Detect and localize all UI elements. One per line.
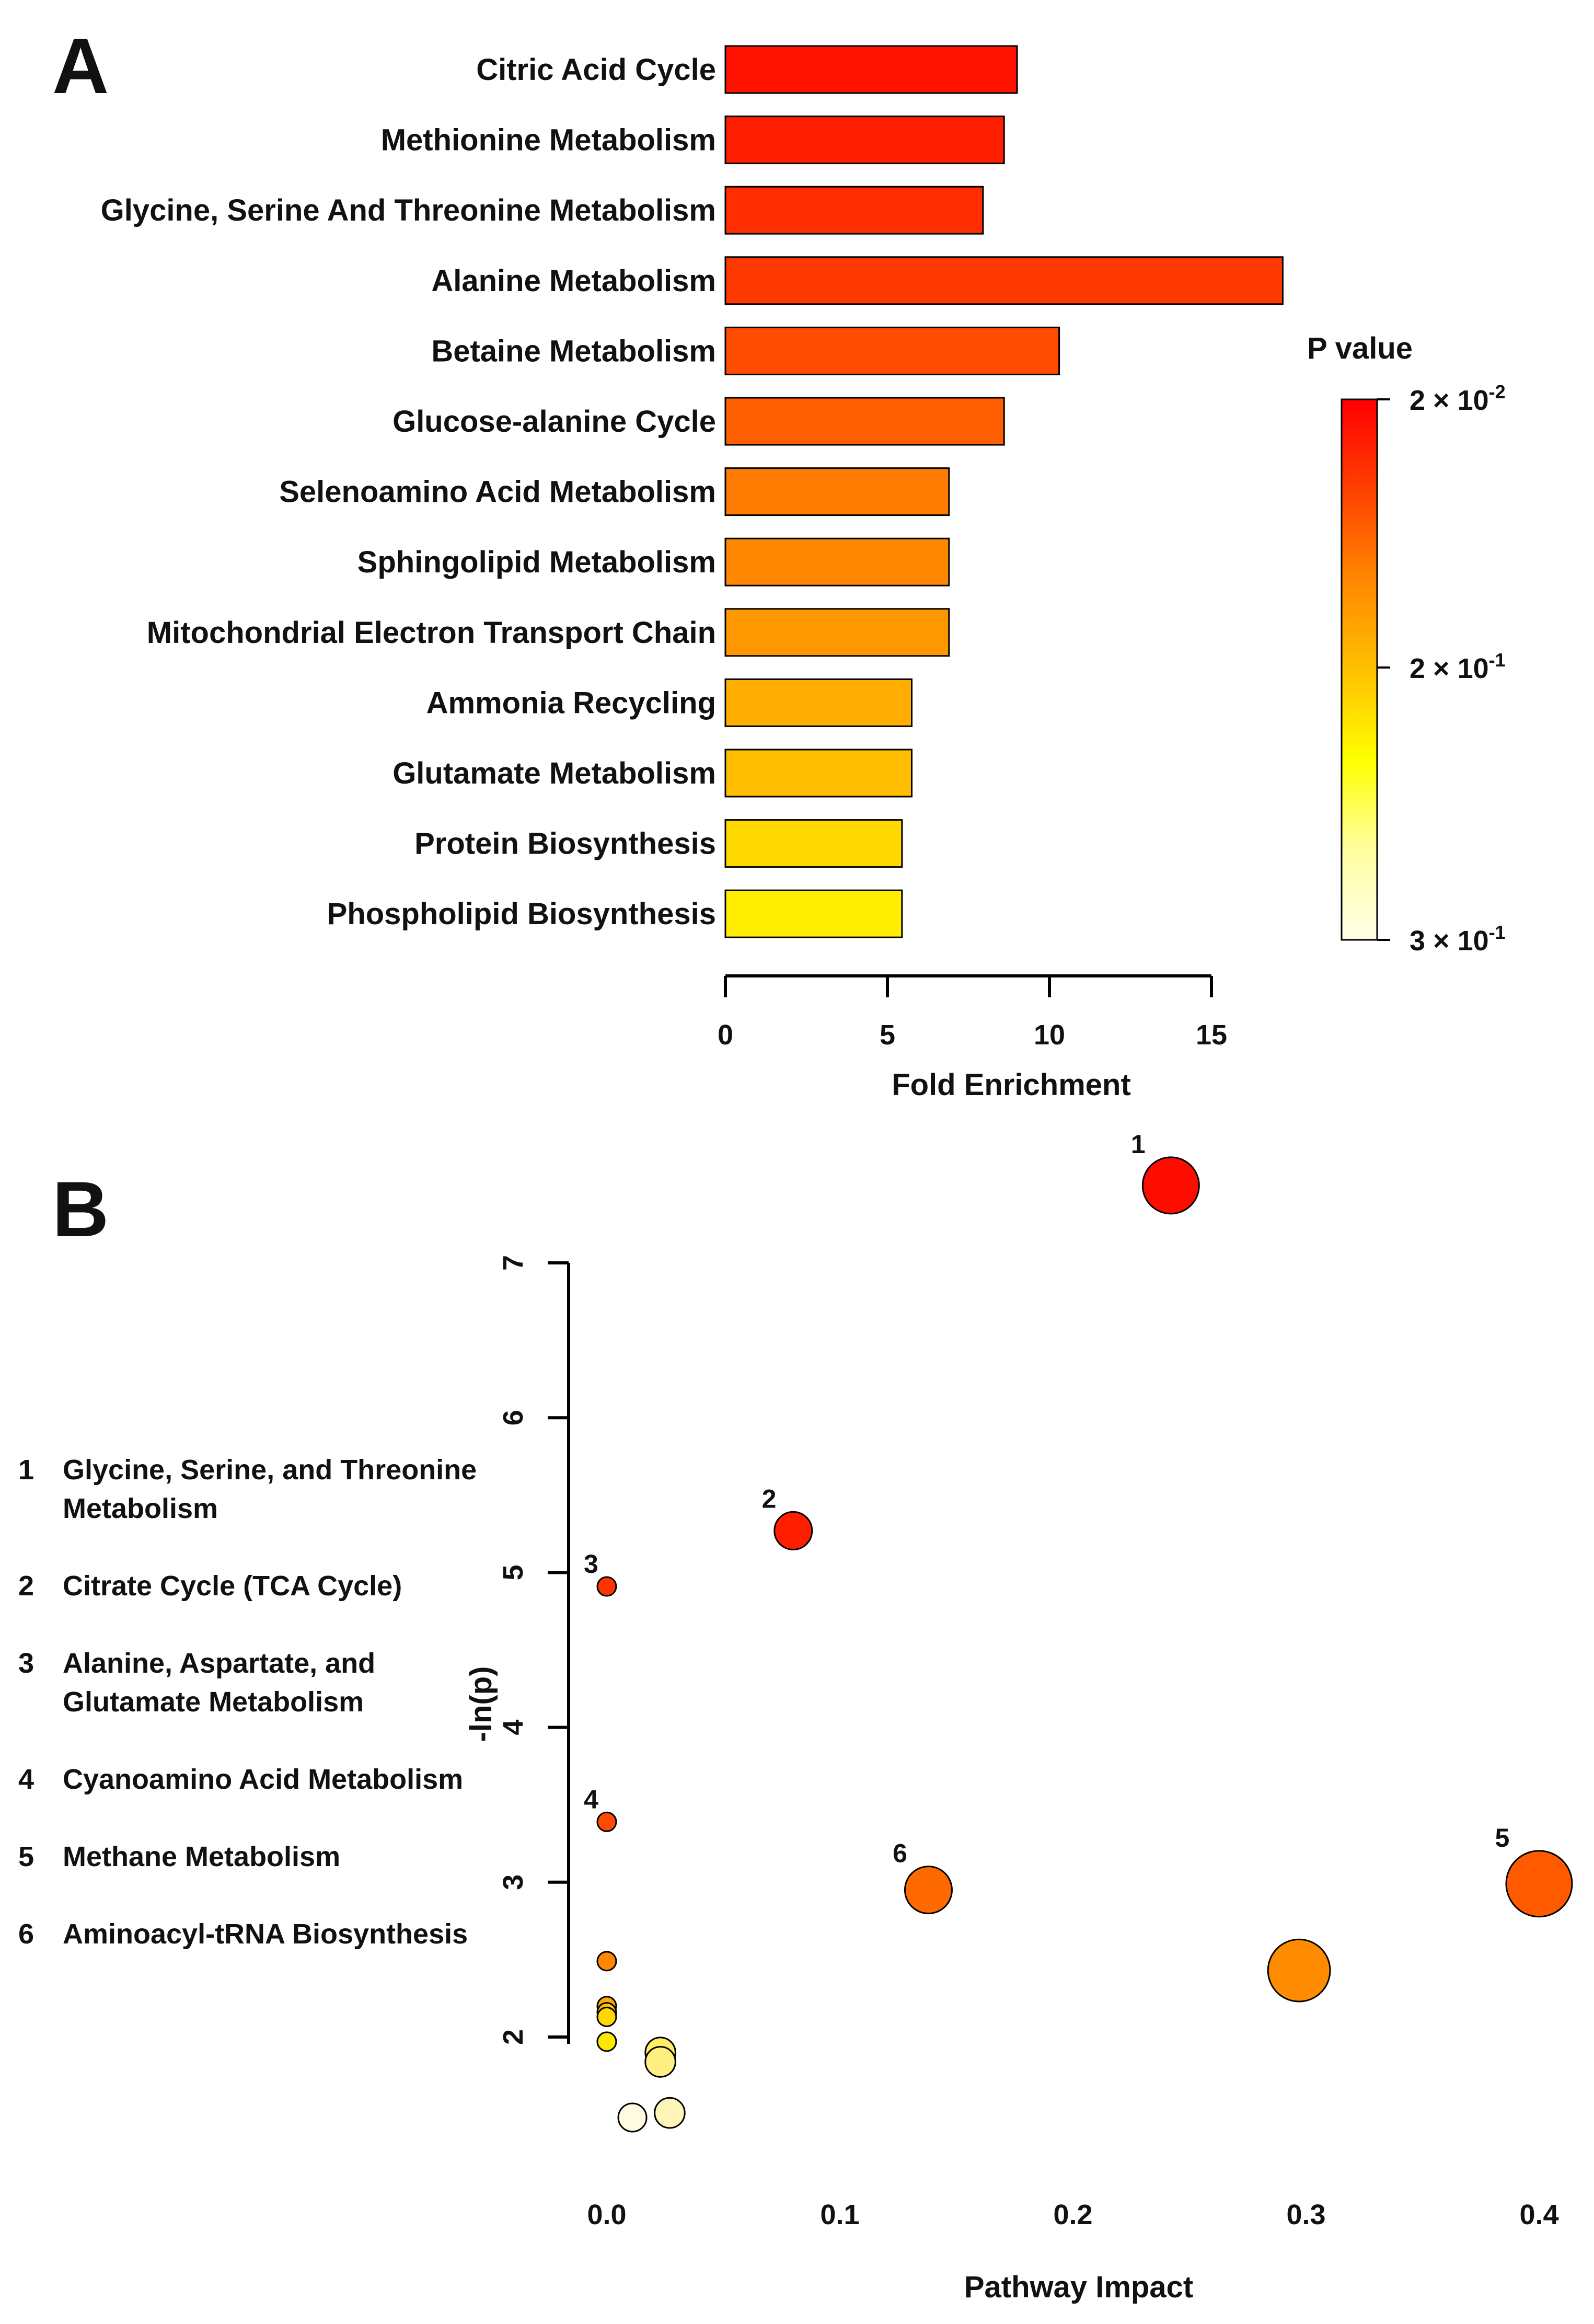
x-tick-label: 0.4: [1519, 2199, 1558, 2230]
point-number-label: 1: [1131, 1130, 1146, 1159]
pathway-point: [654, 2097, 686, 2129]
pathway-legend: 1 Glycine, Serine, and Threonine Metabolis…: [18, 1454, 477, 1950]
colorbar-tick-label: 2 × 10-2: [1410, 381, 1506, 416]
x-tick-label: 15: [1196, 1019, 1227, 1051]
bar: [724, 467, 950, 516]
x-axis-label: Pathway Impact: [964, 2270, 1193, 2304]
category-label: Glucose-alanine Cycle: [392, 405, 716, 439]
category-labels: Citric Acid Cycle Methionine Metabolism Gl…: [101, 53, 716, 931]
pathway-point: [596, 1951, 617, 1972]
bar-series: [724, 45, 1284, 938]
legend-pathway-name: Metabolism: [63, 1493, 218, 1524]
bar: [724, 678, 912, 727]
pathway-point: [644, 2046, 676, 2078]
panel-a-letter: A: [52, 22, 109, 110]
category-label: Glycine, Serine And Threonine Metabolism: [101, 193, 716, 227]
x-axis-label: Fold Enrichment: [892, 1068, 1131, 1102]
legend-pathway-name: Glutamate Metabolism: [63, 1686, 364, 1718]
y-tick-label: 2: [498, 2029, 529, 2045]
legend-pathway-name: Glycine, Serine, and Threonine: [63, 1454, 477, 1486]
category-label: Selenoamino Acid Metabolism: [279, 475, 716, 509]
p-value-colorbar: P value 2 × 10-2 2 × 10-1 3 × 10-1: [1307, 331, 1506, 957]
bar: [724, 819, 903, 868]
point-number-label: 4: [584, 1785, 598, 1814]
bar: [724, 186, 984, 235]
legend-number: 6: [18, 1918, 34, 1950]
bar: [724, 116, 1005, 165]
pathway-point: [904, 1866, 953, 1915]
x-tick-label: 10: [1034, 1019, 1065, 1051]
category-label: Alanine Metabolism: [431, 264, 716, 298]
legend-number: 3: [18, 1648, 34, 1679]
bar: [724, 45, 1018, 94]
category-label: Mitochondrial Electron Transport Chain: [147, 616, 716, 650]
legend-number: 4: [18, 1764, 34, 1795]
bar: [724, 749, 912, 798]
category-label: Glutamate Metabolism: [392, 756, 716, 790]
pathway-point: [1267, 1938, 1331, 2003]
colorbar-title: P value: [1307, 331, 1413, 365]
bar: [724, 256, 1284, 305]
y-tick-label: 6: [498, 1410, 529, 1425]
legend-number: 5: [18, 1841, 34, 1872]
y-tick-label: 4: [498, 1720, 529, 1735]
x-axis-ticks: 0 5 10 15: [718, 976, 1227, 1051]
category-label: Sphingolipid Metabolism: [357, 545, 716, 579]
pathway-point: [596, 1811, 617, 1832]
x-tick-label: 0.3: [1286, 2199, 1325, 2230]
bar: [724, 537, 950, 586]
colorbar-tick-label: 3 × 10-1: [1410, 922, 1506, 957]
bar: [724, 326, 1060, 375]
category-label: Ammonia Recycling: [426, 686, 716, 720]
point-number-label: 3: [584, 1549, 598, 1579]
category-label: Methionine Metabolism: [381, 123, 716, 157]
y-tick-label: 7: [498, 1255, 529, 1271]
legend-pathway-name: Cyanoamino Acid Metabolism: [63, 1764, 463, 1795]
colorbar-tick-label: 2 × 10-1: [1410, 649, 1506, 684]
category-label: Phospholipid Biosynthesis: [327, 897, 716, 931]
point-number-label: 6: [893, 1839, 907, 1868]
x-tick-label: 0.0: [587, 2199, 626, 2230]
category-label: Citric Acid Cycle: [476, 53, 716, 87]
scatter-points: 1 2 3 4 5 6: [584, 1130, 1573, 2133]
point-number-label: 2: [762, 1484, 777, 1513]
y-tick-label: 3: [498, 1874, 529, 1890]
panel-b-scatter-plot: 2 3 4 5 6 7 -ln(p) 0.0 0.1 0.2 0.3 0.4 Pathway Im…: [18, 1130, 1573, 2304]
bar: [724, 889, 903, 938]
y-axis-ticks: 2 3 4 5 6 7: [498, 1255, 569, 2045]
y-tick-label: 5: [498, 1564, 529, 1580]
bar: [724, 608, 950, 657]
pathway-point: [596, 1576, 617, 1597]
pathway-point: [1505, 1850, 1573, 1918]
panel-a-bar-chart: Citric Acid Cycle Methionine Metabolism Gl…: [101, 45, 1506, 1102]
legend-pathway-name: Citrate Cycle (TCA Cycle): [63, 1570, 402, 1602]
x-tick-label: 0.1: [820, 2199, 859, 2230]
pathway-point: [596, 2006, 617, 2027]
pathway-point: [596, 2031, 617, 2052]
pathway-point: [617, 2102, 648, 2133]
legend-number: 2: [18, 1570, 34, 1602]
panel-b-letter: B: [52, 1165, 109, 1253]
colorbar-tick-labels: 2 × 10-2 2 × 10-1 3 × 10-1: [1377, 381, 1506, 957]
bar: [724, 397, 1005, 446]
point-number-label: 5: [1495, 1823, 1509, 1853]
legend-pathway-name: Methane Metabolism: [63, 1841, 340, 1872]
category-label: Protein Biosynthesis: [414, 827, 716, 861]
colorbar-gradient: [1341, 398, 1378, 941]
legend-number: 1: [18, 1454, 34, 1486]
legend-pathway-name: Alanine, Aspartate, and: [63, 1648, 375, 1679]
pathway-point: [773, 1511, 813, 1550]
category-label: Betaine Metabolism: [431, 334, 716, 368]
x-tick-label: 0: [718, 1019, 733, 1051]
x-tick-label: 0.2: [1053, 2199, 1092, 2230]
x-tick-label: 5: [880, 1019, 895, 1051]
x-axis-tick-labels: 0.0 0.1 0.2 0.3 0.4: [587, 2199, 1558, 2230]
legend-pathway-name: Aminoacyl-tRNA Biosynthesis: [63, 1918, 468, 1950]
y-axis-label: -ln(p): [464, 1666, 498, 1742]
pathway-point: [1141, 1156, 1200, 1215]
